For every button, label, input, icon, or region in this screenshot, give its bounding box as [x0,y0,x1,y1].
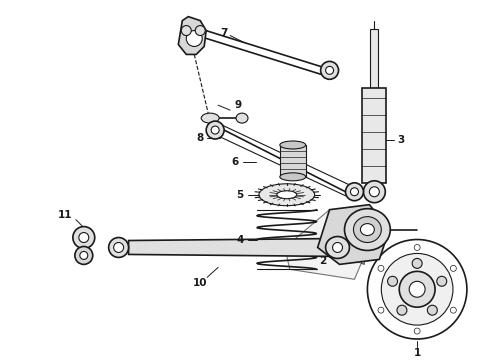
Text: 3: 3 [397,135,405,145]
Circle shape [450,265,456,271]
Ellipse shape [259,184,315,206]
Ellipse shape [109,238,128,257]
Ellipse shape [344,209,390,251]
Ellipse shape [280,141,306,149]
Polygon shape [318,205,389,264]
Circle shape [75,247,93,264]
Ellipse shape [277,191,297,199]
Text: 9: 9 [235,100,242,110]
Circle shape [320,62,339,79]
Circle shape [79,233,89,243]
Polygon shape [318,215,365,264]
Circle shape [437,276,447,286]
Circle shape [414,328,420,334]
Text: 7: 7 [220,27,228,37]
Ellipse shape [353,217,381,243]
Text: 6: 6 [231,157,239,167]
Circle shape [388,276,397,286]
Ellipse shape [236,113,248,123]
Circle shape [378,265,384,271]
Circle shape [412,258,422,268]
Circle shape [350,188,359,196]
Circle shape [450,307,456,313]
Ellipse shape [325,237,349,258]
Circle shape [378,307,384,313]
Circle shape [73,226,95,248]
Circle shape [369,187,379,197]
Polygon shape [178,17,206,54]
Text: 11: 11 [58,210,72,220]
Circle shape [181,26,191,36]
Text: 1: 1 [414,348,421,358]
Polygon shape [128,239,338,256]
Circle shape [206,121,224,139]
Text: 2: 2 [319,256,326,266]
Bar [370,28,378,88]
Text: 5: 5 [236,190,244,200]
Text: 10: 10 [193,278,207,288]
Circle shape [399,271,435,307]
Ellipse shape [361,224,374,235]
Circle shape [211,126,219,134]
Circle shape [368,239,467,339]
Bar [280,145,306,177]
Circle shape [186,31,202,46]
Circle shape [325,66,334,74]
Circle shape [409,281,425,297]
Circle shape [397,305,407,315]
Circle shape [80,251,88,260]
Circle shape [345,183,364,201]
Ellipse shape [333,243,343,252]
Circle shape [195,26,205,36]
Circle shape [381,253,453,325]
Text: 4: 4 [236,234,244,244]
Ellipse shape [280,173,306,181]
Ellipse shape [114,243,123,252]
Circle shape [427,305,438,315]
Polygon shape [285,210,371,279]
Bar [363,88,386,183]
Ellipse shape [201,113,219,123]
Circle shape [364,181,385,203]
Text: 8: 8 [196,133,204,143]
Circle shape [414,244,420,251]
